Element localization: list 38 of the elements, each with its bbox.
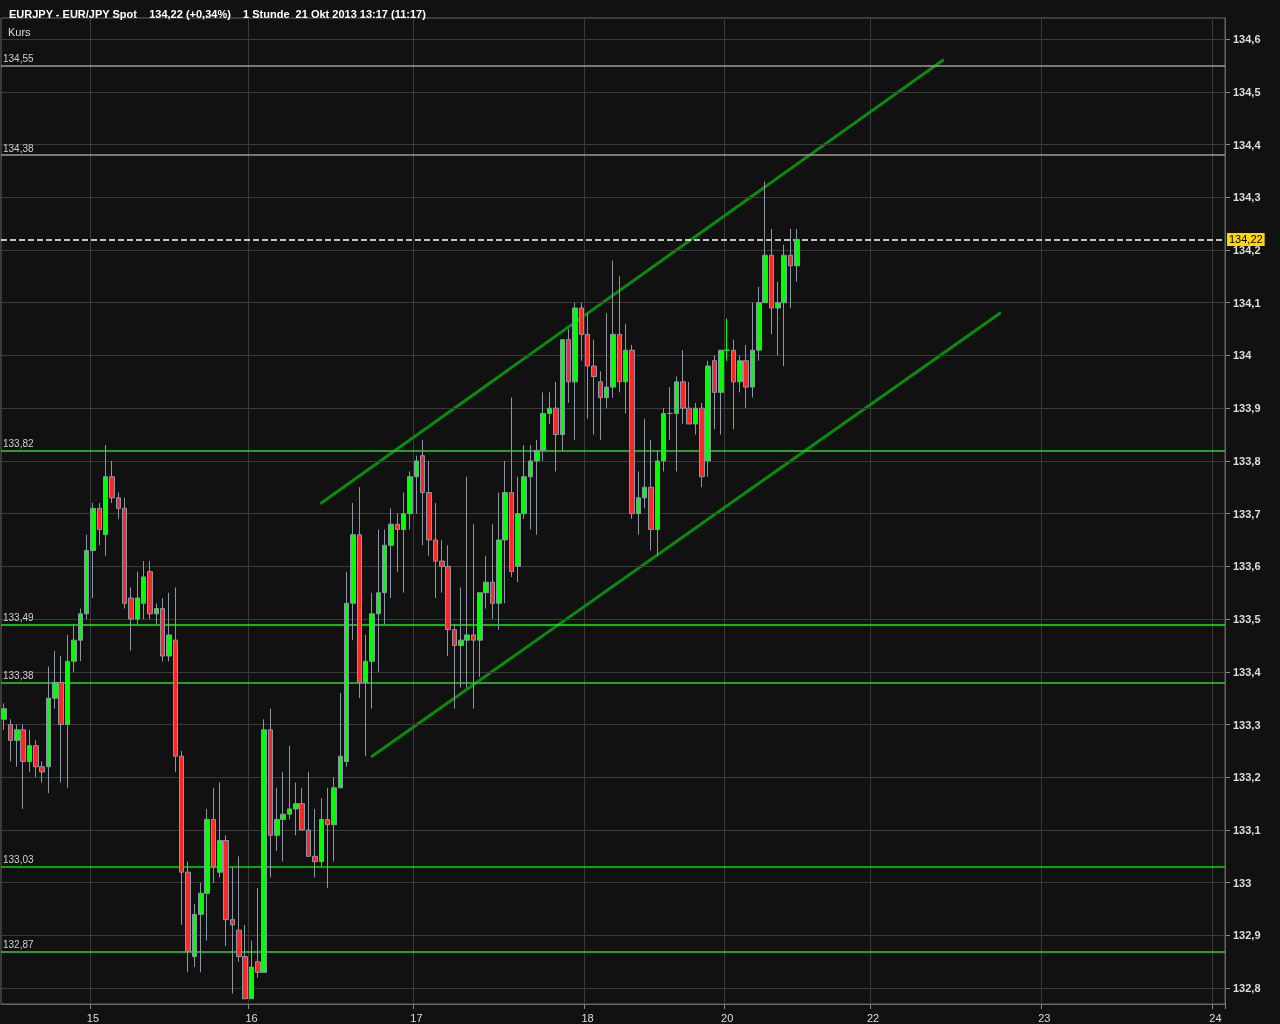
y-tick-label: 134,2 xyxy=(1233,244,1261,256)
y-tick-label: 133,7 xyxy=(1233,507,1261,520)
ref-line-label: 133,82 xyxy=(3,437,35,449)
x-tick-label: 22 xyxy=(866,1011,880,1024)
candlestick xyxy=(1,702,7,731)
x-tick-label: 20 xyxy=(721,1011,734,1024)
ref-line-label: 133,03 xyxy=(3,854,35,866)
y-tick-label: 133,6 xyxy=(1233,560,1261,573)
y-tick-label: 133 xyxy=(1233,876,1252,889)
y-tick-label: 133,5 xyxy=(1233,613,1261,626)
y-tick-label: 134,1 xyxy=(1233,296,1261,309)
y-tick-label: 133,8 xyxy=(1233,454,1261,467)
y-axis-title: Kurs xyxy=(8,25,32,38)
ref-line-label: 134,55 xyxy=(3,52,35,64)
y-tick-label: 134,6 xyxy=(1233,33,1261,46)
y-tick-label: 133,3 xyxy=(1233,718,1261,731)
y-tick-label: 133,2 xyxy=(1233,771,1261,784)
x-tick-label: 16 xyxy=(245,1011,258,1024)
x-tick-label: 24 xyxy=(1209,1011,1222,1024)
x-tick-label: 17 xyxy=(410,1011,423,1024)
ref-line-label: 132,87 xyxy=(3,938,35,950)
ref-line-label: 134,22 xyxy=(1229,233,1263,246)
chart-title: EURJPY - EUR/JPY Spot 134,22 (+0,34%) 1 Stunde 21 Okt 2013 13:17 (11:17) xyxy=(9,7,427,20)
y-tick-label: 133,4 xyxy=(1233,665,1262,678)
y-tick-label: 132,8 xyxy=(1233,982,1261,995)
y-tick-label: 132,9 xyxy=(1233,929,1261,942)
x-tick-label: 15 xyxy=(86,1011,100,1024)
ref-line-label: 133,38 xyxy=(3,669,35,681)
y-tick-label: 133,1 xyxy=(1233,824,1261,836)
y-tick-label: 134,5 xyxy=(1233,85,1261,98)
y-tick-label: 134,4 xyxy=(1233,138,1262,151)
y-tick-label: 134,3 xyxy=(1233,191,1261,204)
x-tick-label: 18 xyxy=(581,1011,594,1024)
x-tick-label: 23 xyxy=(1038,1011,1051,1024)
y-tick-label: 133,9 xyxy=(1233,402,1261,415)
ref-line-label: 134,38 xyxy=(3,142,35,154)
ref-line-label: 133,49 xyxy=(3,611,35,623)
y-tick-label: 134 xyxy=(1233,349,1253,362)
